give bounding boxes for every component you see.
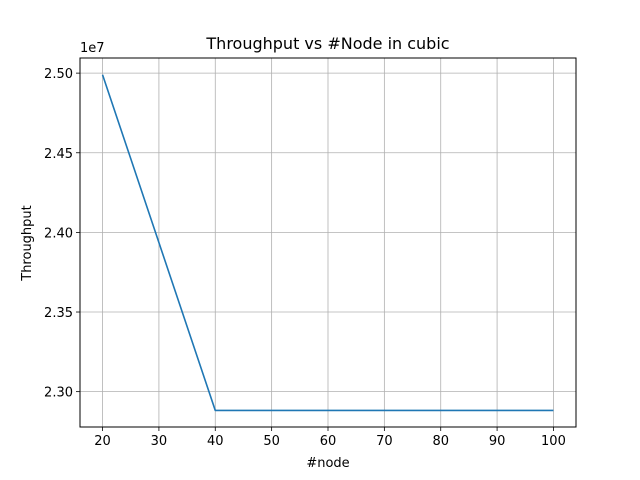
x-tick-label: 60 [320,434,337,449]
y-tick-label: 2.35 [44,306,73,321]
x-tick-label: 100 [541,434,566,449]
y-tick-label: 2.40 [44,226,73,241]
x-tick-label: 50 [263,434,280,449]
x-tick-label: 30 [151,434,168,449]
x-tick-label: 90 [489,434,506,449]
x-tick-label: 80 [432,434,449,449]
y-tick-label: 2.45 [44,147,73,162]
x-tick-label: 40 [207,434,224,449]
x-tick-label: 70 [376,434,393,449]
series-lines [101,74,554,412]
y-scale-offset-label: 1e7 [80,41,105,56]
y-axis-label: Throughput [20,205,35,282]
axis-ticks: 20 30 40 50 60 70 80 90 100 2.30 2.35 2.40 2.45 2.50 [44,67,566,449]
y-tick-label: 2.30 [44,386,73,401]
grid-lines [80,58,576,427]
series-line [101,74,554,412]
x-axis-label: #node [306,456,349,471]
x-tick-label: 20 [94,434,111,449]
chart-title: Throughput vs #Node in cubic [205,34,449,53]
y-tick-label: 2.50 [44,67,73,82]
